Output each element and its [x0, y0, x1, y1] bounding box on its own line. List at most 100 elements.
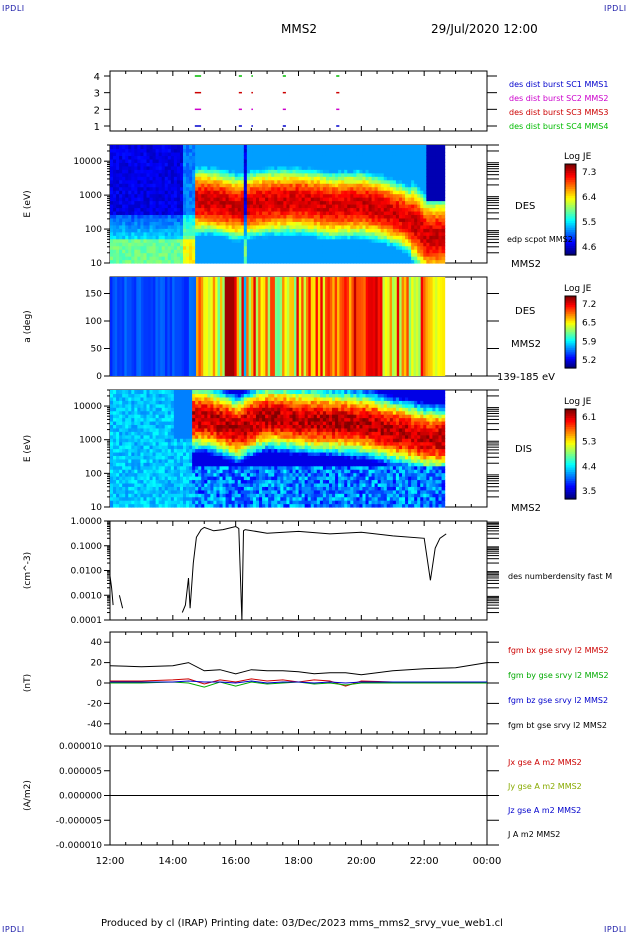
spectrogram-cell: [140, 200, 145, 205]
spectrogram-cell: [438, 200, 443, 205]
spectrogram-cell: [414, 214, 418, 219]
spectrogram-cell: [143, 486, 148, 491]
spectrogram-cell: [371, 155, 376, 160]
spectrogram-cell: [140, 221, 145, 226]
spectrogram-cell: [128, 252, 132, 257]
spectrogram-cell: [277, 256, 281, 261]
spectrogram-cell: [405, 169, 409, 174]
spectrogram-cell: [225, 207, 230, 212]
spectrogram-cell: [116, 455, 120, 460]
spectrogram-cell: [383, 242, 388, 247]
pitch-cell: [387, 277, 391, 376]
spectrogram-cell: [316, 231, 321, 236]
colorbar-cell: [565, 321, 576, 324]
spectrogram-cell: [265, 245, 269, 250]
spectrogram-cell: [225, 169, 230, 174]
spectrogram-cell: [155, 145, 160, 150]
spectrogram-cell: [116, 400, 120, 405]
spectrogram-cell: [140, 172, 145, 177]
spectrogram-cell: [204, 204, 208, 209]
spectrogram-cell: [259, 145, 263, 150]
spectrogram-cell: [435, 245, 440, 250]
spectrogram-cell: [289, 224, 294, 229]
spectrogram-cell: [198, 252, 202, 257]
spectrogram-cell: [374, 235, 379, 240]
spectrogram-cell: [280, 155, 284, 160]
spectrogram-cell: [365, 145, 370, 150]
spectrogram-cell: [110, 420, 114, 426]
spectrogram-cell: [134, 482, 138, 487]
spectrogram-cell: [356, 207, 361, 212]
spectrogram-cell: [137, 400, 142, 405]
spectrogram-cell: [240, 145, 245, 150]
spectrogram-cell: [110, 245, 114, 250]
spectrogram-cell: [219, 200, 224, 205]
spectrogram-cell: [301, 252, 306, 257]
spectrogram-cell: [143, 465, 148, 470]
spectrogram-cell: [408, 210, 412, 216]
colorbar-cell: [565, 326, 576, 329]
spectrogram-cell: [365, 210, 370, 216]
spectrogram-cell: [116, 169, 120, 174]
spectrogram-cell: [155, 165, 160, 170]
spectrogram-cell: [134, 458, 138, 463]
spectrogram-cell: [146, 493, 151, 498]
colorbar-cell: [565, 299, 576, 302]
spectrogram-cell: [441, 183, 446, 188]
spectrogram-cell: [146, 496, 151, 501]
spectrogram-cell: [240, 190, 245, 195]
spectrogram-cell: [274, 245, 278, 250]
spectrogram-cell: [179, 245, 184, 250]
spectrogram-cell: [402, 193, 406, 198]
spectrogram-cell: [423, 214, 427, 219]
spectrogram-cell: [335, 207, 339, 212]
spectrogram-cell: [405, 249, 409, 254]
spectrogram-cell: [295, 183, 300, 188]
spectrogram-cell: [113, 197, 117, 202]
spectrogram-cell: [420, 179, 424, 184]
spectrogram-cell: [380, 259, 385, 264]
spectrogram-cell: [429, 252, 434, 257]
spectrogram-cell: [228, 245, 233, 250]
spectrogram-cell: [140, 169, 145, 174]
spectrogram-cell: [146, 472, 151, 477]
spectrogram-cell: [137, 217, 142, 222]
spectrogram-cell: [161, 151, 166, 157]
spectrogram-cell: [432, 228, 437, 233]
spectrogram-cell: [423, 224, 427, 229]
spectrogram-cell: [246, 155, 251, 160]
spectrogram-cell: [356, 221, 361, 226]
spectrogram-cell: [231, 245, 236, 250]
spectrogram-cell: [240, 228, 245, 233]
spectrogram-cell: [131, 410, 135, 415]
spectrogram-cell: [189, 176, 193, 181]
spectrogram-cell: [383, 193, 388, 198]
spectrogram-cell: [398, 148, 403, 153]
spectrogram-cell: [313, 193, 318, 198]
pitch-cell: [229, 277, 233, 376]
spectrogram-cell: [113, 427, 117, 432]
spectrogram-cell: [423, 200, 427, 205]
spectrogram-cell: [277, 197, 281, 202]
spectrogram-cell: [338, 217, 342, 222]
spectrogram-cell: [307, 148, 312, 153]
spectrogram-cell: [125, 441, 129, 446]
pitch-cell: [188, 277, 192, 376]
spectrogram-cell: [134, 224, 138, 229]
spectrogram-cell: [438, 224, 443, 229]
spectrogram-cell: [304, 231, 309, 236]
spectrogram-cell: [322, 183, 327, 188]
spectrogram-cell: [423, 256, 427, 261]
spectrogram-cell: [408, 186, 412, 191]
spectrogram-cell: [183, 158, 187, 163]
spectrogram-cell: [137, 242, 142, 247]
spectrogram-cell: [386, 151, 391, 157]
spectrogram-cell: [131, 162, 135, 167]
spectrogram-cell: [441, 259, 446, 264]
spectrogram-cell: [222, 197, 227, 202]
spectrogram-cell: [122, 403, 126, 408]
panel2-y-tick-label: 10: [91, 259, 103, 269]
spectrogram-cell: [170, 145, 175, 150]
spectrogram-cell: [338, 190, 342, 195]
colorbar-cell: [565, 209, 576, 213]
